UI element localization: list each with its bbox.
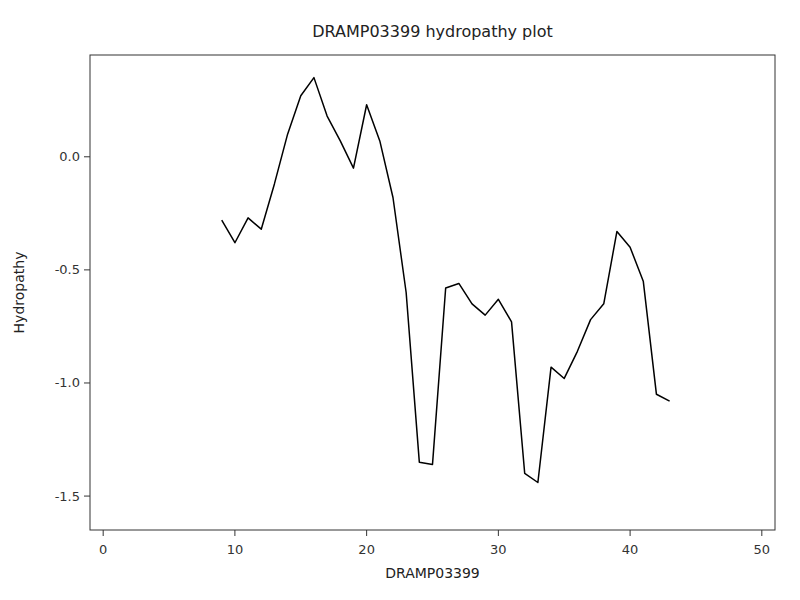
x-tick <box>630 530 631 536</box>
y-tick-label: -1.5 <box>55 489 80 504</box>
data-line <box>222 78 670 483</box>
y-axis-label: Hydropathy <box>11 252 27 334</box>
x-tick-label: 10 <box>227 542 244 557</box>
chart: 0 10 20 30 40 50 0.0 -0.5 -1.0 -1.5 DRAMP03399 hyd… <box>0 0 800 600</box>
chart-title: DRAMP03399 hydropathy plot <box>312 22 553 41</box>
x-tick <box>498 530 499 536</box>
x-tick <box>761 530 762 536</box>
y-tick <box>84 156 90 157</box>
x-tick-label: 20 <box>358 542 375 557</box>
x-tick-label: 0 <box>99 542 107 557</box>
y-tick <box>84 496 90 497</box>
x-tick-label: 50 <box>754 542 771 557</box>
x-tick <box>234 530 235 536</box>
x-tick <box>366 530 367 536</box>
y-tick-label: -1.0 <box>55 375 80 390</box>
y-tick-label: -0.5 <box>55 262 80 277</box>
y-tick <box>84 269 90 270</box>
x-tick-label: 40 <box>622 542 639 557</box>
y-tick <box>84 382 90 383</box>
x-axis-label: DRAMP03399 <box>385 565 480 581</box>
x-tick-label: 30 <box>490 542 507 557</box>
plot-frame <box>90 55 775 530</box>
plot-area <box>222 78 670 483</box>
y-tick-label: 0.0 <box>59 149 80 164</box>
x-tick <box>103 530 104 536</box>
